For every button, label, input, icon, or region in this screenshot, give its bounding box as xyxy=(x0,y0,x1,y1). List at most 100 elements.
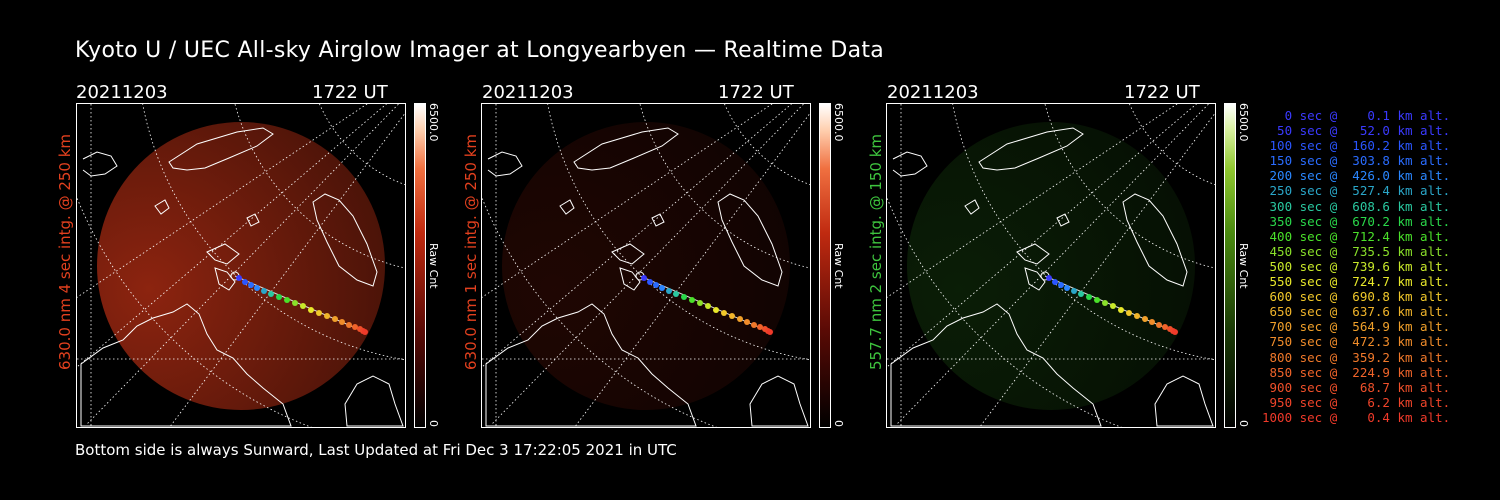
panel-3-date: 20211203 xyxy=(887,82,979,103)
trajectory-point xyxy=(242,279,248,285)
trajectory-point xyxy=(713,307,719,313)
trajectory-point xyxy=(1172,329,1178,335)
trajectory-point xyxy=(1058,282,1064,288)
panel-2-cb-max: 6500.0 xyxy=(832,103,845,142)
legend-item: 300 sec @ 608.6 km alt. xyxy=(1262,198,1451,214)
legend-item: 650 sec @ 637.6 km alt. xyxy=(1262,304,1451,320)
trajectory-point xyxy=(721,310,727,316)
trajectory-point xyxy=(1086,294,1092,300)
trajectory-point xyxy=(324,313,330,319)
legend-item: 250 sec @ 527.4 km alt. xyxy=(1262,183,1451,199)
trajectory-point xyxy=(1156,322,1162,328)
trajectory-point xyxy=(1046,275,1052,281)
panel-3-cb-max: 6500.0 xyxy=(1237,103,1250,142)
trajectory-point xyxy=(268,291,274,297)
trajectory-point xyxy=(1142,316,1148,322)
legend-item: 400 sec @ 712.4 km alt. xyxy=(1262,228,1451,244)
panel-2-date: 20211203 xyxy=(482,82,574,103)
trajectory-point xyxy=(666,288,672,294)
panel-1-cb-min: 0 xyxy=(427,420,440,427)
trajectory-point xyxy=(339,319,345,325)
panel-3-colorbar xyxy=(1224,103,1236,428)
panel-1-ylabel: 630.0 nm 4 sec intg. @ 250 km xyxy=(56,133,74,370)
trajectory-point xyxy=(332,316,338,322)
panel-1-cb-max: 6500.0 xyxy=(427,103,440,142)
panel-2-ylabel: 630.0 nm 1 sec intg. @ 250 km xyxy=(462,133,480,370)
trajectory-point xyxy=(737,316,743,322)
legend-item: 450 sec @ 735.5 km alt. xyxy=(1262,243,1451,259)
panel-3-cb-unit: Raw Cnt xyxy=(1237,243,1250,289)
panel-3-cb-min: 0 xyxy=(1237,420,1250,427)
panel-2-cb-min: 0 xyxy=(832,420,845,427)
legend-item: 750 sec @ 472.3 km alt. xyxy=(1262,334,1451,350)
legend-item: 350 sec @ 670.2 km alt. xyxy=(1262,213,1451,229)
trajectory-point xyxy=(346,322,352,328)
legend-item: 200 sec @ 426.0 km alt. xyxy=(1262,168,1451,184)
trajectory-point xyxy=(362,329,368,335)
trajectory-point xyxy=(300,303,306,309)
trajectory-point xyxy=(729,313,735,319)
panel-3-time: 1722 UT xyxy=(1124,82,1200,103)
panel-2-map xyxy=(482,104,810,427)
panel-2-colorbar xyxy=(819,103,831,428)
legend-item: 0 sec @ 0.1 km alt. xyxy=(1262,108,1451,123)
panel-1-date: 20211203 xyxy=(76,82,168,103)
trajectory-point xyxy=(1110,303,1116,309)
panel-3-image xyxy=(886,103,1216,428)
trajectory-point xyxy=(292,300,298,306)
trajectory-point xyxy=(1149,319,1155,325)
panel-1-map xyxy=(77,104,405,427)
trajectory-point xyxy=(1094,297,1100,303)
legend-item: 50 sec @ 52.0 km alt. xyxy=(1262,123,1451,139)
trajectory-point xyxy=(641,275,647,281)
trajectory-point xyxy=(659,285,665,291)
trajectory-point xyxy=(1162,324,1168,330)
trajectory-point xyxy=(751,322,757,328)
trajectory-point xyxy=(316,310,322,316)
page-title: Kyoto U / UEC All-sky Airglow Imager at … xyxy=(75,38,885,63)
legend-item: 1000 sec @ 0.4 km alt. xyxy=(1262,409,1451,425)
legend-item: 150 sec @ 303.8 km alt. xyxy=(1262,153,1451,169)
panel-3-ylabel: 557.7 nm 2 sec intg. @ 150 km xyxy=(867,133,885,370)
trajectory-point xyxy=(1078,291,1084,297)
trajectory-point xyxy=(697,300,703,306)
trajectory-point xyxy=(1064,285,1070,291)
trajectory-point xyxy=(653,282,659,288)
trajectory-point xyxy=(744,319,750,325)
trajectory-legend: 0 sec @ 0.1 km alt. 50 sec @ 52.0 km alt… xyxy=(1262,108,1451,425)
trajectory-point xyxy=(254,285,260,291)
trajectory-point xyxy=(647,279,653,285)
trajectory-point xyxy=(276,294,282,300)
legend-item: 550 sec @ 724.7 km alt. xyxy=(1262,274,1451,290)
trajectory-point xyxy=(308,307,314,313)
trajectory-point xyxy=(1126,310,1132,316)
panel-1-image xyxy=(76,103,406,428)
legend-item: 950 sec @ 6.2 km alt. xyxy=(1262,394,1451,410)
trajectory-point xyxy=(236,275,242,281)
trajectory-point xyxy=(1071,288,1077,294)
legend-item: 850 sec @ 224.9 km alt. xyxy=(1262,364,1451,380)
trajectory-point xyxy=(284,297,290,303)
trajectory-point xyxy=(757,324,763,330)
panel-2-image xyxy=(481,103,811,428)
panel-1-time: 1722 UT xyxy=(312,82,388,103)
trajectory-point xyxy=(705,303,711,309)
trajectory-point xyxy=(352,324,358,330)
legend-item: 500 sec @ 739.6 km alt. xyxy=(1262,258,1451,274)
legend-item: 800 sec @ 359.2 km alt. xyxy=(1262,349,1451,365)
trajectory-point xyxy=(1134,313,1140,319)
panel-1-cb-unit: Raw Cnt xyxy=(427,243,440,289)
trajectory-point xyxy=(1052,279,1058,285)
trajectory-point xyxy=(1102,300,1108,306)
trajectory-point xyxy=(1118,307,1124,313)
trajectory-point xyxy=(767,329,773,335)
legend-item: 600 sec @ 690.8 km alt. xyxy=(1262,289,1451,305)
legend-item: 100 sec @ 160.2 km alt. xyxy=(1262,138,1451,154)
trajectory-point xyxy=(673,291,679,297)
legend-item: 900 sec @ 68.7 km alt. xyxy=(1262,379,1451,395)
footer-status: Bottom side is always Sunward, Last Upda… xyxy=(75,441,677,459)
panel-1-colorbar xyxy=(414,103,426,428)
panel-3-map xyxy=(887,104,1215,427)
panel-2-cb-unit: Raw Cnt xyxy=(832,243,845,289)
trajectory-point xyxy=(261,288,267,294)
